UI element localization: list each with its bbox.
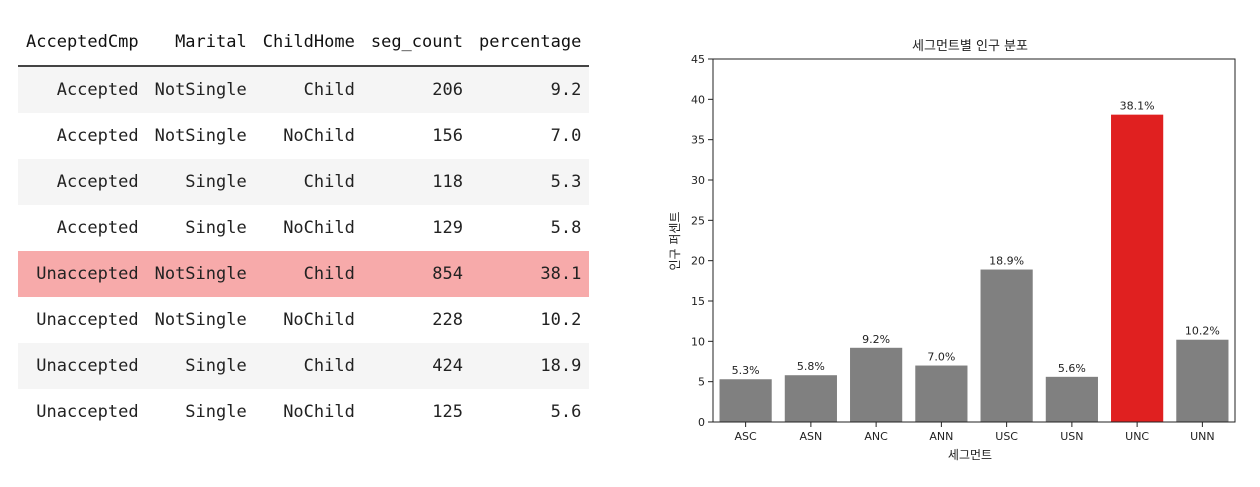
bar-value-label: 5.8% bbox=[797, 360, 825, 373]
table-cell: NotSingle bbox=[146, 251, 255, 297]
bar-value-label: 9.2% bbox=[862, 333, 890, 346]
bar-value-label: 38.1% bbox=[1120, 100, 1155, 113]
table-cell: Single bbox=[185, 402, 247, 422]
x-tick-label: ASC bbox=[735, 430, 758, 443]
table-cell: Accepted bbox=[18, 159, 147, 205]
table-cell: 424 bbox=[362, 343, 471, 389]
table-cell: Child bbox=[254, 343, 363, 389]
x-tick-label: USC bbox=[995, 430, 1018, 443]
table-cell: Accepted bbox=[56, 126, 139, 146]
table-cell: NoChild bbox=[283, 126, 355, 146]
y-tick-label: 20 bbox=[691, 255, 705, 268]
bars-group: 5.3% 5.8% 9.2% 7.0% 18.9% 5.6% 38.1% 10.2% bbox=[719, 100, 1229, 422]
table-cell: 125 bbox=[432, 402, 463, 422]
table-cell: Unaccepted bbox=[36, 310, 139, 330]
table-cell: 118 bbox=[362, 159, 471, 205]
column-header: ChildHome bbox=[254, 18, 363, 67]
table-row: Accepted Single Child 118 5.3 bbox=[18, 159, 590, 205]
table-cell: 206 bbox=[362, 66, 471, 113]
table-cell: 5.6 bbox=[550, 402, 582, 422]
table-cell: NoChild bbox=[283, 310, 355, 330]
bar-usc bbox=[980, 269, 1033, 422]
x-tick-label: ANN bbox=[929, 430, 953, 443]
table-header-row: AcceptedCmp Marital ChildHome seg_count perc… bbox=[18, 18, 590, 67]
column-header: AcceptedCmp bbox=[18, 18, 147, 67]
table-cell: NoChild bbox=[283, 402, 355, 422]
table-cell: NotSingle bbox=[146, 66, 255, 113]
table-row: Accepted NotSingle Child 206 9.2 bbox=[18, 66, 590, 113]
table-row: Unaccepted Single Child 424 18.9 bbox=[18, 343, 590, 389]
bar-value-label: 7.0% bbox=[927, 351, 955, 364]
column-header: percentage bbox=[470, 18, 590, 67]
x-tick-label: UNC bbox=[1125, 430, 1149, 443]
table-cell: 228 bbox=[432, 310, 463, 330]
table-cell: Child bbox=[254, 251, 363, 297]
table-cell: 156 bbox=[432, 126, 463, 146]
y-tick-label: 5 bbox=[698, 376, 705, 389]
x-tick-label: ASN bbox=[800, 430, 823, 443]
table-cell: Unaccepted bbox=[18, 343, 147, 389]
table-cell: 5.8 bbox=[550, 218, 582, 238]
table-cell: 5.3 bbox=[470, 159, 590, 205]
table-row: Unaccepted Single NoChild 125 5.6 bbox=[18, 389, 589, 435]
table-cell: 10.2 bbox=[540, 310, 582, 330]
table-cell: NotSingle bbox=[154, 126, 247, 146]
x-axis: ASC ASN ANC ANN USC USN UNC UNN bbox=[735, 422, 1215, 443]
table-cell: Child bbox=[254, 66, 363, 113]
table-row: Accepted NotSingle NoChild 156 7.0 bbox=[18, 113, 589, 159]
x-tick-label: USN bbox=[1060, 430, 1083, 443]
y-tick-label: 30 bbox=[691, 174, 705, 187]
y-tick-label: 25 bbox=[691, 214, 705, 227]
chart-title: 세그먼트별 인구 분포 bbox=[912, 39, 1028, 54]
table-cell: Unaccepted bbox=[18, 251, 147, 297]
bar-asn bbox=[784, 375, 837, 422]
table-cell: NotSingle bbox=[154, 310, 247, 330]
table-row: Unaccepted NotSingle NoChild 228 10.2 bbox=[18, 297, 589, 343]
bar-value-label: 5.6% bbox=[1058, 362, 1086, 375]
x-axis-label: 세그먼트 bbox=[948, 448, 992, 462]
table-cell: Single bbox=[146, 343, 255, 389]
table-cell: 18.9 bbox=[470, 343, 590, 389]
table-cell: 7.0 bbox=[550, 126, 582, 146]
x-tick-label: ANC bbox=[864, 430, 888, 443]
y-tick-label: 45 bbox=[691, 53, 705, 66]
table-cell: 9.2 bbox=[470, 66, 590, 113]
y-tick-label: 10 bbox=[691, 335, 705, 348]
table-row: Accepted Single NoChild 129 5.8 bbox=[18, 205, 589, 251]
segment-table: AcceptedCmp Marital ChildHome seg_count perc… bbox=[18, 18, 590, 435]
bar-anc bbox=[850, 347, 903, 422]
bar-unc bbox=[1111, 114, 1164, 422]
y-axis-label: 인구 퍼센트 bbox=[668, 211, 682, 270]
table-row-highlighted: Unaccepted NotSingle Child 854 38.1 bbox=[18, 251, 590, 297]
table-cell: Accepted bbox=[18, 66, 147, 113]
column-header: seg_count bbox=[362, 18, 471, 67]
plot-frame bbox=[712, 58, 1236, 423]
bar-unn bbox=[1176, 339, 1229, 422]
table-cell: Unaccepted bbox=[36, 402, 139, 422]
y-tick-label: 15 bbox=[691, 295, 705, 308]
table-cell: NoChild bbox=[283, 218, 355, 238]
table-cell: Single bbox=[146, 159, 255, 205]
bar-value-label: 5.3% bbox=[732, 364, 760, 377]
table-cell: Child bbox=[254, 159, 363, 205]
column-header: Marital bbox=[146, 18, 255, 67]
y-tick-label: 40 bbox=[691, 93, 705, 106]
segment-bar-chart: 세그먼트별 인구 분포 세그먼트 인구 퍼센트 0 5 10 15 20 25 30 35 40… bbox=[668, 39, 1236, 462]
table-cell: Accepted bbox=[56, 218, 139, 238]
table-cell: 129 bbox=[432, 218, 463, 238]
bar-value-label: 10.2% bbox=[1185, 325, 1220, 338]
y-tick-label: 0 bbox=[698, 416, 705, 429]
table-cell: Single bbox=[185, 218, 247, 238]
bar-ann bbox=[915, 365, 968, 422]
table-cell: 38.1 bbox=[470, 251, 590, 297]
bar-value-label: 18.9% bbox=[989, 255, 1024, 268]
table-cell: 854 bbox=[362, 251, 471, 297]
y-axis: 0 5 10 15 20 25 30 35 40 45 bbox=[691, 53, 713, 429]
bar-usn bbox=[1045, 376, 1098, 422]
y-tick-label: 35 bbox=[691, 134, 705, 147]
bar-asc bbox=[719, 379, 772, 422]
x-tick-label: UNN bbox=[1190, 430, 1215, 443]
